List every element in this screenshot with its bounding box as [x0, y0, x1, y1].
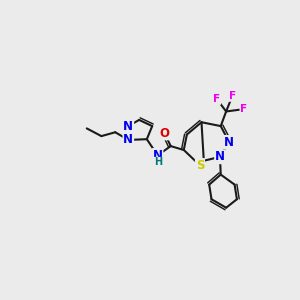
Text: N: N: [123, 134, 133, 146]
Text: H: H: [154, 157, 162, 167]
Text: N: N: [123, 120, 133, 133]
Text: S: S: [196, 159, 204, 172]
Text: N: N: [153, 149, 163, 162]
Text: O: O: [160, 127, 170, 140]
Text: F: F: [213, 94, 220, 104]
Text: F: F: [240, 104, 247, 114]
Text: N: N: [215, 150, 225, 164]
Text: N: N: [224, 136, 234, 149]
Text: F: F: [229, 91, 236, 101]
